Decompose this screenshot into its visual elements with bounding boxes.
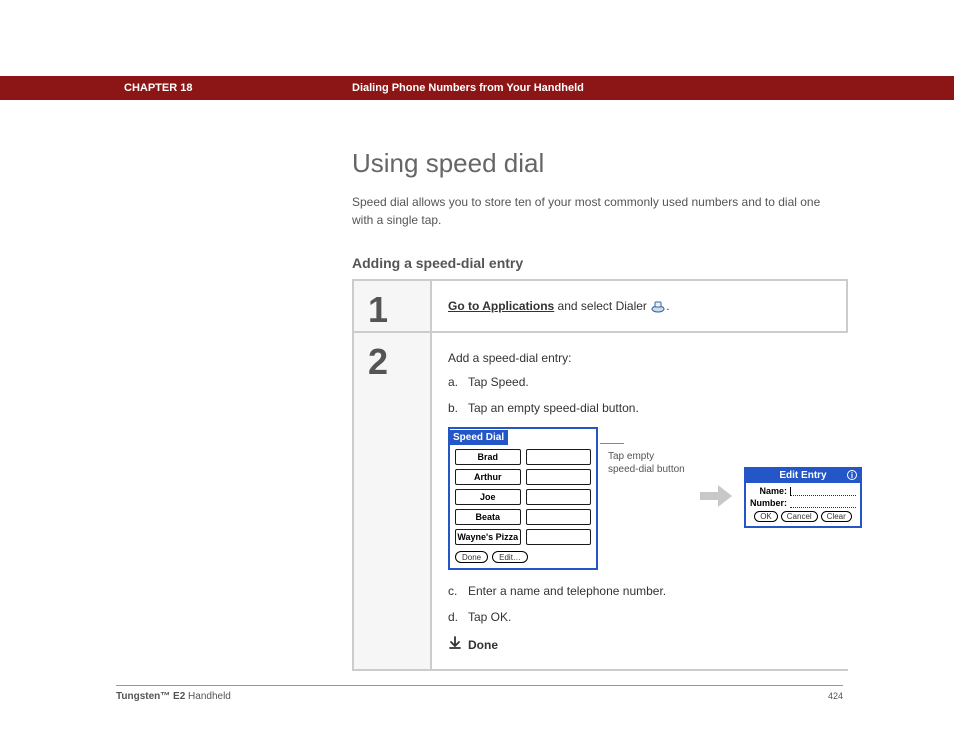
edit-entry-screenshot: Edit Entry i Name: Number: [744,467,862,528]
step1-trailer: . [666,299,669,313]
substep-letter: b. [448,401,458,415]
edit-entry-title: Edit Entry i [746,469,860,483]
substep-b: b. Tap an empty speed-dial button. [448,401,862,415]
substep-text: Enter a name and telephone number. [468,584,666,598]
number-field[interactable] [790,498,856,508]
chapter-banner: CHAPTER 18 Dialing Phone Numbers from Yo… [0,76,954,100]
main-content: Using speed dial Speed dial allows you t… [352,148,842,671]
speed-dial-grid: Brad Arthur Joe Beata Wayne's Pizza [450,445,596,551]
speed-dial-empty[interactable] [526,529,592,545]
substep-a: a. Tap Speed. [448,375,862,389]
go-to-applications-link[interactable]: Go to Applications [448,299,554,313]
speed-dial-entry[interactable]: Wayne's Pizza [455,529,521,545]
footer-rule [116,685,843,686]
edit-entry-number-row: Number: [750,498,856,508]
substep-letter: a. [448,375,458,389]
substep-text: Tap an empty speed-dial button. [468,401,639,415]
name-label: Name: [750,486,790,496]
diagram-area: Speed Dial Brad Arthur Joe Beata Wayne's… [448,427,862,570]
info-icon[interactable]: i [847,470,857,480]
callout-label: Tap empty speed-dial button [608,449,688,476]
name-field[interactable] [790,486,856,496]
done-indicator: Done [448,636,862,653]
callout-line1: Tap empty [608,450,688,463]
substep-list: a. Tap Speed. b. Tap an empty speed-dial b… [448,375,862,415]
step2-intro: Add a speed-dial entry: [448,351,862,365]
substep-d: d. Tap OK. [448,610,862,624]
intro-text: Speed dial allows you to store ten of yo… [352,193,842,229]
substep-letter: c. [448,584,457,598]
done-arrow-icon [448,636,462,653]
speed-dial-entry[interactable]: Beata [455,509,521,525]
clear-button[interactable]: Clear [821,511,852,522]
speed-dial-footer: Done Edit… [450,551,596,568]
section-subtitle: Adding a speed-dial entry [352,255,842,271]
step-row: 2 Add a speed-dial entry: a.Tap Speed. b… [354,333,846,669]
done-label: Done [468,638,498,652]
step1-text: and select Dialer [554,299,650,313]
speed-dial-screenshot: Speed Dial Brad Arthur Joe Beata Wayne's… [448,427,598,570]
substep-list-continued: c. Enter a name and telephone number. d. T… [448,584,862,624]
page-number: 424 [828,691,843,701]
ok-button[interactable]: OK [754,511,778,522]
number-label: Number: [750,498,790,508]
footer-product-bold: Tungsten™ E2 [116,691,185,702]
steps-container: 1 Go to Applications and select Dialer .… [352,279,848,671]
speed-dial-empty[interactable] [526,469,592,485]
speed-dial-edit-button[interactable]: Edit… [492,551,528,563]
substep-text: Tap OK. [468,610,511,624]
step-row: 1 Go to Applications and select Dialer . [354,281,846,333]
speed-dial-entry[interactable]: Arthur [455,469,521,485]
page-title: Using speed dial [352,148,842,179]
substep-letter: d. [448,610,458,624]
chapter-label: CHAPTER 18 [124,82,192,94]
speed-dial-done-button[interactable]: Done [455,551,488,563]
substep-c: c. Enter a name and telephone number. [448,584,862,598]
footer-product-rest: Handheld [185,691,231,702]
step-number: 2 [354,333,430,669]
edit-entry-title-text: Edit Entry [779,470,826,481]
speed-dial-entry[interactable]: Brad [455,449,521,465]
arrow-icon [698,482,734,513]
callout-line2: speed-dial button [608,463,688,476]
step-body: Add a speed-dial entry: a. Tap Speed. b. T… [430,333,878,669]
cancel-button[interactable]: Cancel [781,511,818,522]
step-body: Go to Applications and select Dialer . [430,281,846,331]
speed-dial-entry[interactable]: Joe [455,489,521,505]
speed-dial-empty[interactable] [526,509,592,525]
speed-dial-empty[interactable] [526,489,592,505]
footer-product: Tungsten™ E2 Handheld [116,691,231,702]
substep-text: Tap Speed. [468,375,529,389]
chapter-title: Dialing Phone Numbers from Your Handheld [352,82,584,94]
speed-dial-empty[interactable] [526,449,592,465]
step-number: 1 [354,281,430,331]
dialer-icon [650,301,666,313]
edit-entry-name-row: Name: [750,486,856,496]
speed-dial-title: Speed Dial [449,430,508,445]
